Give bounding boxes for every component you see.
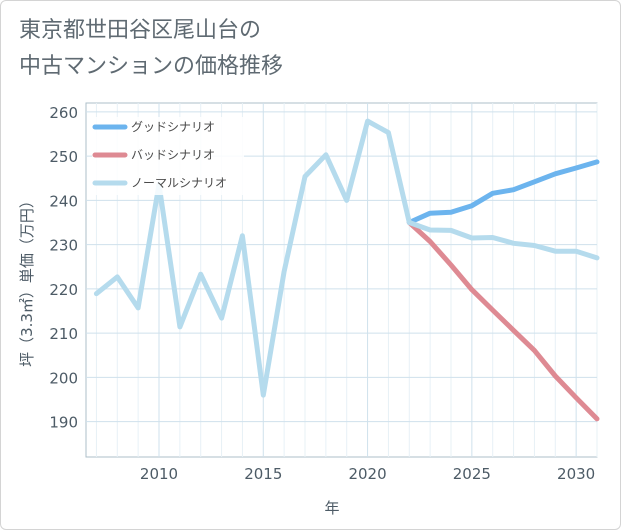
series-lines bbox=[93, 118, 600, 422]
x-tick-label: 2020 bbox=[348, 465, 386, 483]
legend-label-bad: バッドシナリオ bbox=[131, 148, 215, 162]
y-tick-label: 250 bbox=[49, 148, 78, 166]
good-scenario-line bbox=[406, 159, 600, 225]
y-tick-label: 230 bbox=[49, 237, 78, 255]
y-tick-label: 200 bbox=[49, 369, 78, 387]
bad-scenario-line bbox=[406, 220, 600, 422]
x-axis-title: 年 bbox=[324, 499, 339, 517]
x-tick-label: 2030 bbox=[557, 465, 595, 483]
chart-title-line-2: 中古マンションの価格推移 bbox=[19, 54, 284, 79]
y-tick-label: 210 bbox=[49, 325, 78, 343]
y-tick-label: 220 bbox=[49, 281, 78, 299]
x-axis-ticks: 2010 2015 2020 2025 2030 bbox=[140, 465, 595, 483]
x-tick-label: 2015 bbox=[244, 465, 282, 483]
y-tick-label: 260 bbox=[49, 104, 78, 122]
y-tick-label: 240 bbox=[49, 192, 78, 210]
chart-title: 東京都世田谷区尾山台の 中古マンションの価格推移 bbox=[19, 13, 283, 85]
x-tick-label: 2025 bbox=[453, 465, 491, 483]
legend-label-good: グッドシナリオ bbox=[131, 120, 215, 134]
x-tick-label: 2010 bbox=[140, 465, 178, 483]
y-axis-title: 坪（3.3㎡）単価（万円） bbox=[18, 193, 36, 367]
chart-title-line-1: 東京都世田谷区尾山台の bbox=[19, 18, 262, 43]
y-axis-ticks: 190 200 210 220 230 240 250 260 bbox=[49, 104, 78, 432]
normal-scenario-line bbox=[93, 118, 600, 398]
legend: グッドシナリオ バッドシナリオ ノーマルシナリオ bbox=[92, 117, 244, 195]
y-tick-label: 190 bbox=[49, 414, 78, 432]
legend-label-normal: ノーマルシナリオ bbox=[131, 176, 227, 190]
